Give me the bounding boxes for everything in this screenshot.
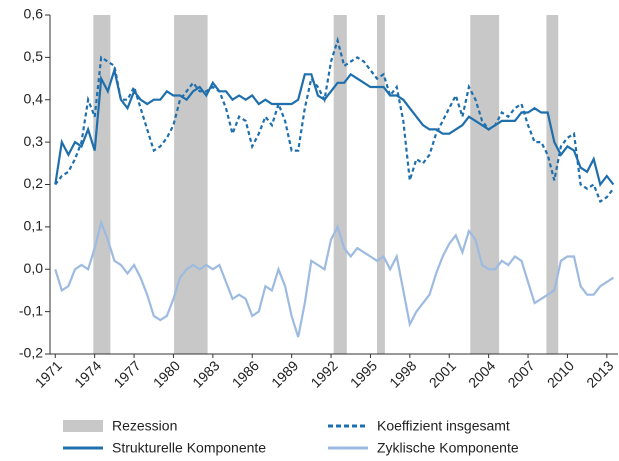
x-tick-label: 1983 <box>189 357 222 390</box>
recession-band <box>333 15 347 354</box>
recession-band <box>174 15 208 354</box>
x-tick-label: 2013 <box>583 357 616 390</box>
x-tick-label: 1974 <box>71 357 104 390</box>
x-tick-label: 2001 <box>426 357 459 390</box>
recession-band <box>470 15 500 354</box>
y-tick-label: 0,3 <box>24 133 44 149</box>
x-tick-label: 1989 <box>268 357 301 390</box>
series-line <box>54 36 615 204</box>
y-tick-label: 0,0 <box>24 260 44 276</box>
recession-band <box>546 15 559 354</box>
y-tick-label: 0,5 <box>24 48 44 64</box>
y-tick-label: 0,4 <box>24 90 44 106</box>
recession-band <box>377 15 385 354</box>
x-tick-label: 1971 <box>32 357 65 390</box>
recession-band <box>93 15 111 354</box>
legend-label: Rezession <box>112 418 177 434</box>
x-tick-label: 2004 <box>465 357 498 390</box>
legend-label: Strukturelle Komponente <box>112 440 266 456</box>
y-tick-label: 0,6 <box>24 6 44 22</box>
legend-label: Koeffizient insgesamt <box>377 418 510 434</box>
legend-swatch <box>63 420 103 432</box>
series-line <box>54 65 615 187</box>
x-tick-label: 1992 <box>307 357 340 390</box>
series-line <box>54 219 615 338</box>
y-tick-label: 0,1 <box>24 218 44 234</box>
y-tick-label: -0,2 <box>19 345 43 361</box>
x-tick-label: 1998 <box>386 357 419 390</box>
x-tick-label: 1977 <box>110 357 143 390</box>
legend-label: Zyklische Komponente <box>377 440 519 456</box>
x-tick-label: 1995 <box>347 357 380 390</box>
x-tick-label: 2007 <box>504 357 537 390</box>
x-tick-label: 2010 <box>544 357 577 390</box>
x-tick-label: 1980 <box>150 357 183 390</box>
y-tick-label: -0,1 <box>19 302 43 318</box>
x-tick-label: 1986 <box>229 357 262 390</box>
y-tick-label: 0,2 <box>24 175 44 191</box>
